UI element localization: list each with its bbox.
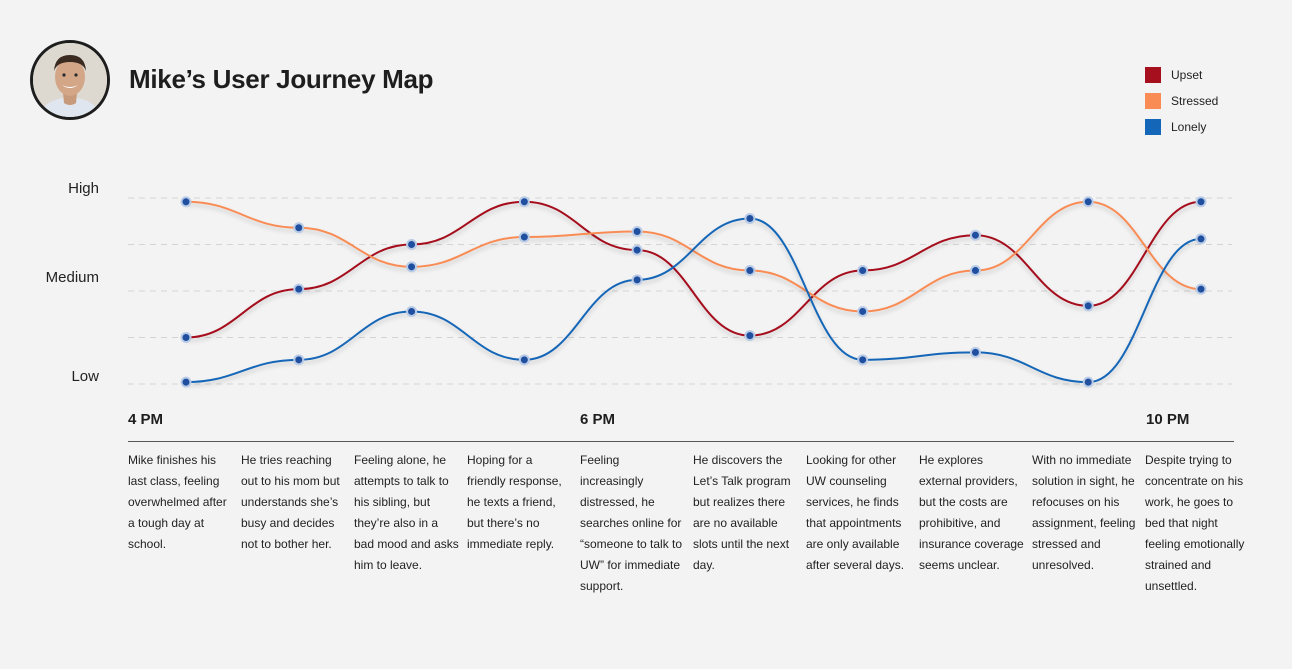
data-point-upset	[631, 244, 643, 256]
series-line-lonely	[185, 217, 1202, 384]
step-description-3: Feeling alone, he attempts to talk to hi…	[354, 453, 459, 572]
step-description-5: Feeling increasingly distressed, he sear…	[580, 453, 683, 593]
data-point-stressed	[1195, 283, 1207, 295]
data-point-lonely	[969, 346, 981, 358]
data-point-upset	[1195, 196, 1207, 208]
step-description-8: He explores external providers, but the …	[919, 453, 1024, 572]
avatar	[30, 40, 110, 120]
data-point-stressed	[180, 196, 192, 208]
person-photo-icon	[33, 43, 107, 117]
data-point-lonely	[518, 354, 530, 366]
data-point-upset	[293, 283, 305, 295]
legend-item-upset: Upset	[1145, 62, 1218, 88]
step-description-4: Hoping for a friendly response, he texts…	[467, 453, 562, 551]
data-point-stressed	[1082, 196, 1094, 208]
step-description-10: Despite trying to concentrate on his wor…	[1145, 453, 1245, 593]
legend-item-stressed: Stressed	[1145, 88, 1218, 114]
data-point-upset	[180, 332, 192, 343]
step-description-1: Mike finishes his last class, feeling ov…	[128, 453, 227, 551]
x-tick-10pm: 10 PM	[1146, 411, 1190, 428]
data-point-stressed	[518, 231, 530, 243]
data-point-lonely	[857, 354, 869, 366]
data-point-stressed	[744, 265, 756, 277]
data-point-lonely	[293, 354, 305, 366]
legend-swatch	[1145, 119, 1161, 135]
step-description-9: With no immediate solution in sight, he …	[1032, 453, 1136, 572]
data-point-lonely	[1195, 233, 1207, 245]
data-point-lonely	[406, 305, 418, 317]
legend-label: Stressed	[1171, 94, 1219, 108]
data-point-lonely	[180, 376, 192, 388]
legend-label: Upset	[1171, 68, 1203, 82]
data-point-stressed	[406, 261, 418, 273]
y-label-low: Low	[71, 368, 99, 385]
legend-item-lonely: Lonely	[1145, 114, 1218, 140]
data-point-stressed	[969, 265, 981, 277]
y-label-high: High	[68, 180, 99, 197]
data-point-upset	[1082, 300, 1094, 312]
series-line-upset	[185, 200, 1202, 339]
x-tick-4pm: 4 PM	[128, 411, 164, 428]
data-point-stressed	[857, 305, 869, 317]
data-point-upset	[406, 239, 418, 250]
data-point-upset	[969, 229, 981, 241]
legend-swatch	[1145, 67, 1161, 83]
data-point-upset	[857, 265, 869, 277]
data-point-lonely	[631, 274, 643, 286]
step-description-6: He discovers the Let’s Talk program but …	[693, 453, 791, 572]
timeline-axis	[128, 441, 1234, 442]
x-tick-6pm: 6 PM	[580, 411, 616, 428]
y-label-medium: Medium	[45, 269, 99, 286]
legend-swatch	[1145, 93, 1161, 109]
page-title: Mike’s User Journey Map	[129, 64, 434, 94]
step-description-7: Looking for other UW counseling services…	[806, 453, 905, 572]
data-point-stressed	[631, 225, 643, 237]
data-point-upset	[744, 330, 756, 342]
legend: Upset Stressed Lonely	[1145, 62, 1218, 140]
legend-label: Lonely	[1171, 120, 1207, 134]
data-point-lonely	[1082, 376, 1094, 388]
data-point-lonely	[744, 212, 756, 224]
data-point-upset	[518, 196, 530, 208]
data-point-stressed	[293, 222, 305, 234]
step-description-2: He tries reaching out to his mom but und…	[241, 453, 340, 551]
series-line-stressed	[185, 200, 1202, 313]
